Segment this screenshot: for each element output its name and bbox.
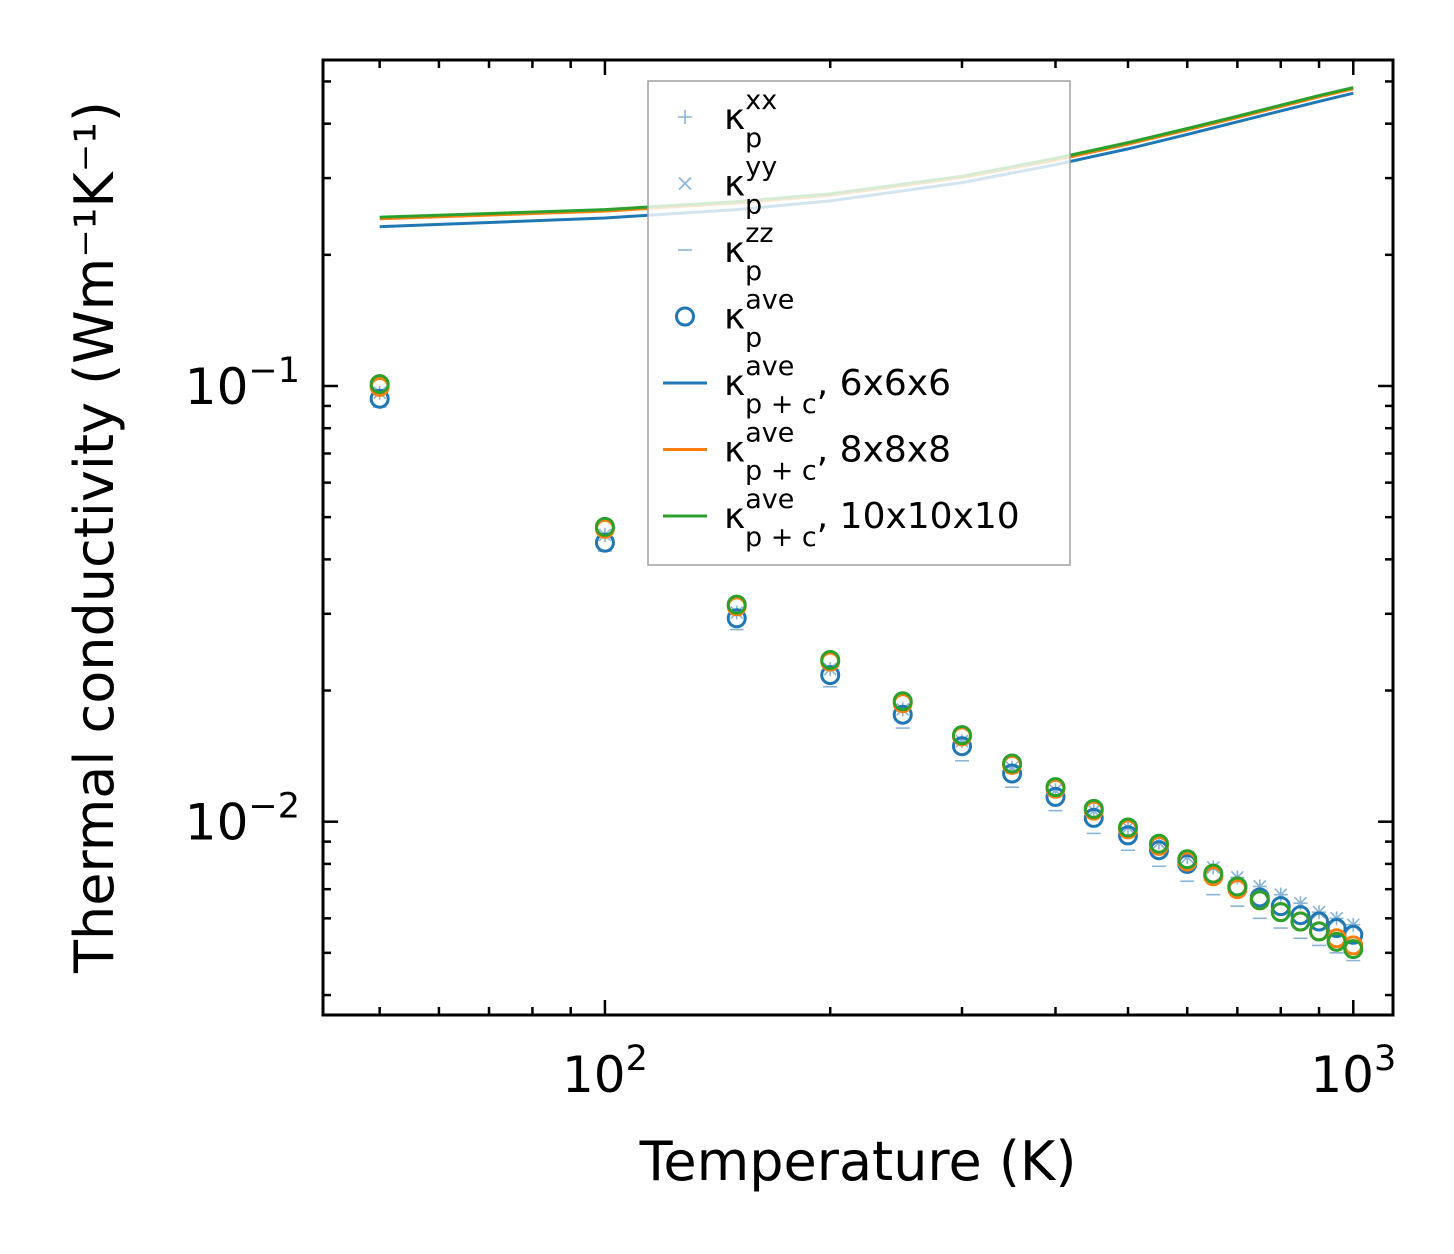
legend-entry: κave p + c, 10x10x10 [663, 484, 1020, 553]
point-kave_6 [1002, 763, 1023, 784]
legend-entry: κzz p [678, 218, 774, 287]
point-kave_10 [1326, 931, 1347, 952]
point-kave_10 [1118, 817, 1139, 838]
point-kave_10 [1290, 911, 1311, 932]
point-kave_10 [1148, 833, 1169, 854]
point-kave_10 [1270, 902, 1291, 923]
point-kave_6 [726, 608, 747, 629]
legend-label: κave p [724, 285, 794, 354]
legend-box [647, 80, 1071, 566]
point-kave_10 [1343, 939, 1364, 960]
x-tick-label: 103 [1310, 1039, 1396, 1104]
legend-entry: κave p + c, 6x6x6 [663, 351, 951, 420]
point-kave_10 [594, 516, 615, 537]
point-kave_6 [892, 704, 913, 725]
conductivity-points [369, 374, 1364, 962]
point-kave_6 [951, 736, 972, 757]
y-tick-label: 10−1 [185, 351, 300, 416]
point-kave_10 [1177, 849, 1198, 870]
point-kave_10 [892, 691, 913, 712]
point-kave_10 [1002, 753, 1023, 774]
point-kave_10 [1045, 777, 1066, 798]
point-kave_10 [1227, 876, 1248, 897]
point-kave_6 [1270, 896, 1291, 917]
legend-label: κxx p [724, 85, 777, 154]
legend-label: κzz p [724, 218, 774, 287]
legend-marker-kave_6 [675, 306, 695, 327]
legend-label: κave p + c, 6x6x6 [724, 351, 951, 420]
legend-label: κave p + c, 10x10x10 [724, 484, 1020, 553]
legend-label: κyy p [724, 152, 777, 221]
legend-entry: κyy p [678, 152, 777, 221]
point-kave_10 [369, 374, 390, 395]
point-kave_10 [726, 594, 747, 615]
legend-entry: κxx p [678, 85, 777, 154]
point-kave_6 [820, 665, 841, 686]
point-kave_6 [1290, 905, 1311, 926]
point-kave_6 [1309, 911, 1330, 932]
point-kave_6 [1118, 825, 1139, 846]
y-tick-label: 10−2 [185, 787, 300, 852]
point-kave_10 [1249, 890, 1270, 911]
point-kave_10 [1203, 863, 1224, 884]
series-kave_10 [369, 374, 1364, 960]
legend-label: κave p + c, 8x8x8 [724, 418, 951, 487]
point-kave_10 [951, 725, 972, 746]
x-axis-label: Temperature (K) [639, 1130, 1077, 1193]
x-tick-label: 102 [562, 1039, 648, 1104]
point-kave_10 [1083, 798, 1104, 819]
point-kave_6 [1045, 786, 1066, 807]
legend-entry: κave p + c, 8x8x8 [663, 418, 951, 487]
point-kave_6 [369, 388, 390, 409]
point-kave_6 [1083, 807, 1104, 828]
y-axis-label: Thermal conductivity (Wm⁻¹K⁻¹) [63, 101, 126, 974]
legend-marker-kyy_6 [678, 176, 692, 191]
legend-marker-kxx_6 [678, 110, 692, 124]
axis-tick-labels: 102 103 10−1 10−2 [185, 351, 1396, 1104]
legend-entry: κave p [675, 285, 794, 354]
point-kave_10 [1309, 921, 1330, 942]
plot-frame [321, 58, 1395, 1017]
point-kave_10 [820, 650, 841, 671]
